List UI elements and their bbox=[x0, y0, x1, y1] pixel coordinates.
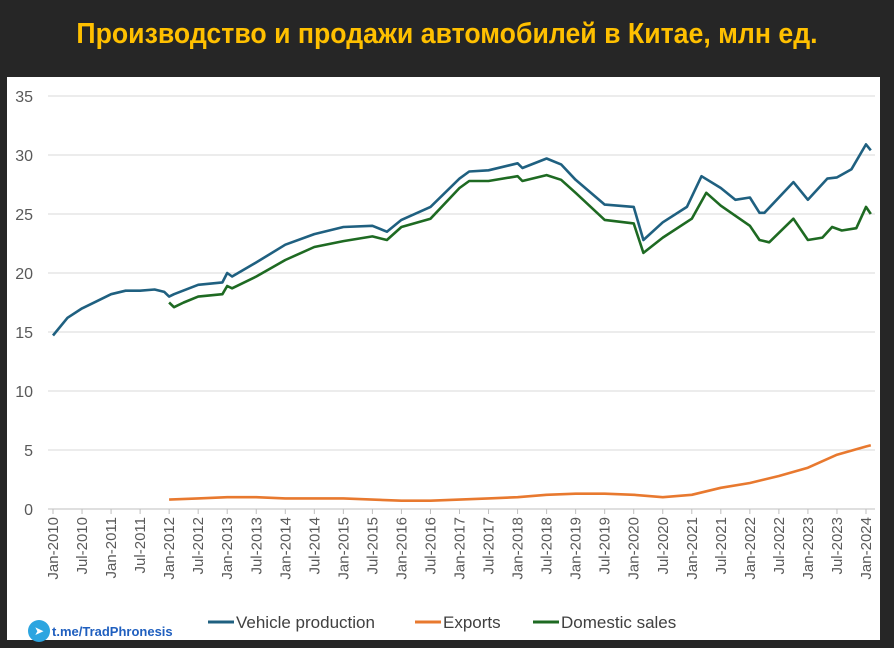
x-tick-label: Jan-2011 bbox=[103, 517, 120, 578]
x-tick-label: Jan-2015 bbox=[335, 517, 352, 580]
legend-label: Vehicle production bbox=[236, 613, 375, 632]
x-tick-label: Jul-2019 bbox=[597, 517, 614, 575]
x-tick-label: Jan-2021 bbox=[684, 517, 701, 580]
x-tick-label: Jul-2018 bbox=[539, 517, 556, 575]
chart-title: Производство и продажи автомобилей в Кит… bbox=[76, 18, 818, 50]
x-tick-label: Jan-2023 bbox=[800, 517, 817, 580]
x-tick-label: Jan-2017 bbox=[452, 517, 469, 580]
series-line-exports bbox=[169, 444, 872, 502]
x-tick-label: Jul-2017 bbox=[481, 517, 498, 575]
y-tick-label: 15 bbox=[15, 325, 33, 342]
x-tick-label: Jul-2010 bbox=[74, 517, 91, 575]
x-tick-label: Jan-2012 bbox=[161, 517, 178, 580]
x-tick-label: Jul-2012 bbox=[190, 517, 207, 575]
y-tick-label: 5 bbox=[24, 443, 33, 460]
y-tick-label: 30 bbox=[15, 148, 33, 165]
x-tick-label: Jul-2022 bbox=[771, 517, 788, 575]
x-tick-label: Jul-2021 bbox=[713, 517, 730, 575]
x-tick-label: Jul-2023 bbox=[829, 517, 846, 575]
chart-panel bbox=[7, 77, 880, 640]
y-tick-label: 0 bbox=[24, 502, 33, 519]
y-tick-label: 20 bbox=[15, 266, 33, 283]
x-tick-label: Jul-2020 bbox=[655, 517, 672, 575]
y-tick-label: 35 bbox=[15, 89, 33, 106]
x-tick-label: Jul-2013 bbox=[248, 517, 265, 575]
series-line-vehicle-production bbox=[51, 143, 872, 337]
telegram-link[interactable]: ➤ t.me/TradPhronesis bbox=[28, 620, 173, 642]
x-tick-label: Jan-2010 bbox=[45, 517, 62, 580]
x-tick-label: Jan-2014 bbox=[277, 517, 294, 580]
y-tick-label: 25 bbox=[15, 207, 33, 224]
x-tick-label: Jan-2013 bbox=[219, 517, 236, 580]
series-line-domestic-sales bbox=[168, 173, 872, 309]
telegram-icon: ➤ bbox=[28, 620, 50, 642]
x-tick-label: Jul-2011 bbox=[132, 517, 149, 573]
x-tick-label: Jan-2022 bbox=[742, 517, 759, 580]
telegram-link-text[interactable]: t.me/TradPhronesis bbox=[52, 623, 173, 639]
legend-label: Exports bbox=[443, 613, 501, 632]
x-tick-label: Jul-2015 bbox=[364, 517, 381, 575]
x-tick-label: Jan-2019 bbox=[568, 517, 585, 580]
x-tick-label: Jul-2016 bbox=[422, 517, 439, 575]
x-tick-label: Jan-2016 bbox=[393, 517, 410, 580]
y-tick-label: 10 bbox=[15, 384, 33, 401]
x-tick-label: Jan-2018 bbox=[510, 517, 527, 580]
x-tick-label: Jul-2014 bbox=[306, 517, 323, 575]
legend-label: Domestic sales bbox=[561, 613, 676, 632]
x-tick-label: Jan-2020 bbox=[626, 517, 643, 580]
x-tick-label: Jan-2024 bbox=[858, 517, 875, 580]
